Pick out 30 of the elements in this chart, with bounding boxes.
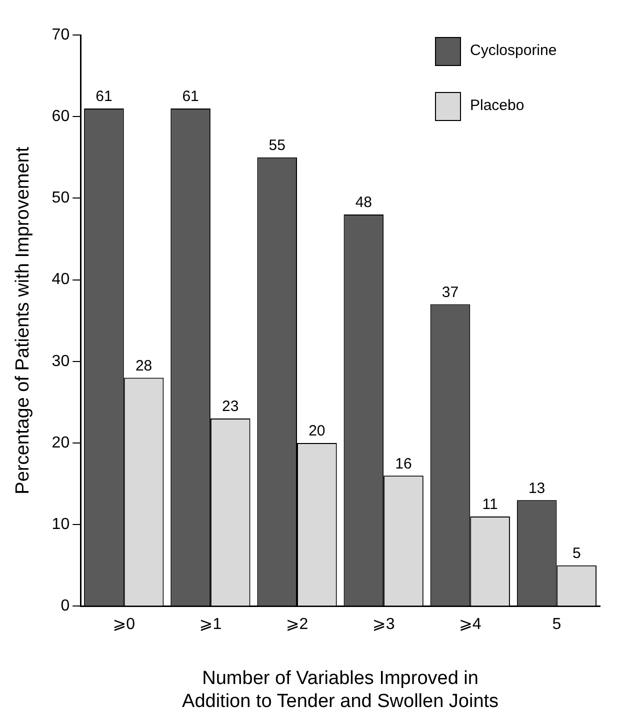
- data-label: 5: [572, 545, 581, 562]
- legend-label: Placebo: [470, 97, 524, 114]
- y-tick-label: 0: [60, 598, 70, 615]
- y-tick-label: 50: [52, 190, 70, 207]
- x-axis-title: Number of Variables Improved in Addition to Tender and Swollen Joints: [182, 668, 499, 712]
- y-tick-label: 70: [52, 26, 70, 44]
- y-tick-label: 20: [52, 434, 70, 452]
- data-label: 16: [395, 455, 412, 472]
- data-label: 11: [482, 496, 498, 514]
- x-tick-label: ⩾1: [199, 616, 222, 634]
- x-tick-label: ⩾4: [458, 616, 482, 634]
- x-tick-label: ⩾2: [286, 616, 308, 634]
- data-label: 23: [222, 398, 239, 416]
- data-label: 61: [96, 88, 112, 106]
- legend-label: Cyclosporine: [470, 42, 557, 60]
- x-tick-label: 5: [552, 616, 562, 634]
- data-label: 37: [442, 284, 459, 301]
- data-label: 28: [135, 357, 152, 374]
- data-label: 13: [528, 480, 546, 497]
- data-label: 55: [268, 137, 286, 154]
- y-tick-label: 40: [52, 271, 70, 288]
- x-tick-label: ⩾0: [112, 616, 136, 634]
- y-axis-title: Percentage of Patients with Improvement: [12, 146, 34, 494]
- data-label: 20: [308, 422, 326, 440]
- y-tick-label: 10: [52, 516, 70, 534]
- y-tick-label: 60: [52, 108, 70, 126]
- y-tick-label: 30: [52, 352, 70, 370]
- data-label: 48: [355, 194, 372, 212]
- data-label: 61: [182, 88, 199, 106]
- x-tick-label: ⩾3: [372, 616, 395, 634]
